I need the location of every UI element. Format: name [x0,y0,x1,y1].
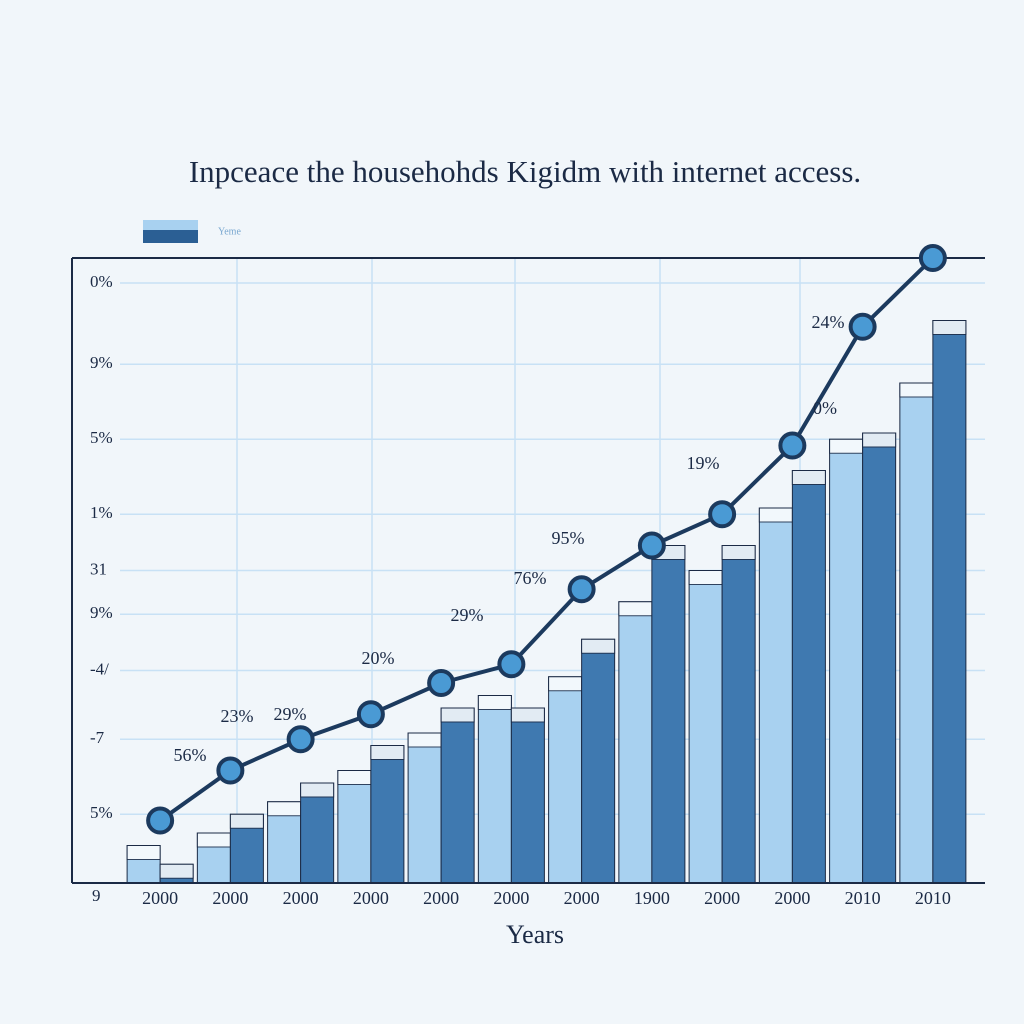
line-marker [286,725,315,754]
y-tick-label: -4/ [90,659,109,678]
bar-cap [159,863,194,879]
bar [932,320,967,884]
line-marker [146,806,175,835]
bar [791,470,826,884]
line-marker [778,431,807,460]
bar [829,438,864,884]
bar-cap [548,676,583,692]
x-tick-label: 2000 [423,888,459,908]
bar-cap [126,845,161,860]
bar [721,545,756,884]
annotation: 29% [451,605,484,625]
bar-cap [337,770,372,785]
y-tick-label: 1% [90,503,113,522]
line-marker [427,669,456,697]
bar [688,570,723,884]
bar-cap [229,813,264,829]
annotation: 95% [552,528,585,548]
x-tick-label: 2000 [142,888,178,908]
x-tick-label: 2000 [283,888,319,908]
y-tick-label: 0% [90,272,113,291]
legend-label: Yeme [218,226,241,237]
bar [899,382,934,884]
bar [407,732,442,884]
bar-cap [581,638,616,654]
bar-cap [300,782,335,798]
x-tick-label: 2000 [774,888,810,908]
legend-swatch [143,230,198,243]
x-tick-label: 2000 [704,888,740,908]
bar-cap [791,470,826,485]
bar-cap [899,382,934,398]
bar-cap [862,432,897,448]
bar [581,638,616,884]
line-marker [216,756,245,785]
bar [548,676,583,884]
bar [477,695,512,884]
annotation: 19% [687,453,720,473]
y-tick-label: 9% [90,603,113,622]
bar [862,432,897,884]
y-tick-label: 5% [90,803,113,822]
x-tick-label: 2010 [915,888,951,908]
x-tick-label: 2000 [564,888,600,908]
annotation: 56% [174,745,207,765]
x-tick-label: 2000 [212,888,248,908]
annotation: 0% [813,398,837,418]
legend-swatch [143,220,198,230]
bar-cap [477,695,512,710]
bar [370,745,405,884]
bar [337,770,372,884]
bar-cap [932,320,967,335]
annotation: 24% [812,312,845,332]
y-tick-label: 9 [92,886,101,905]
bar-cap [510,707,545,723]
line-marker [356,700,385,729]
line-marker [918,244,947,272]
y-tick-label: 5% [90,428,113,447]
bar-cap [688,570,723,585]
line-marker [848,312,877,341]
line-marker [497,650,526,679]
bar-cap [267,801,302,817]
bar [758,507,793,884]
bar [618,601,653,884]
bar-cap [370,745,405,760]
bar [510,707,545,884]
y-tick-label: 9% [90,353,113,372]
x-tick-label: 2010 [845,888,881,908]
line-marker [637,531,666,560]
bar-cap [196,832,231,848]
annotation: 29% [274,704,307,724]
x-tick-label: 1900 [634,888,670,908]
bar-cap [407,732,442,748]
x-tick-label: 2000 [493,888,529,908]
line-marker [708,500,737,529]
bar-cap [829,438,864,454]
y-tick-label: 31 [90,559,107,578]
x-tick-label: 2000 [353,888,389,908]
annotation: 23% [221,706,254,726]
line-marker [567,575,596,604]
bar-cap [758,507,793,523]
x-axis-label: Years [506,920,564,949]
bar [651,545,686,884]
bar [440,707,475,884]
annotation: 20% [362,648,395,668]
y-tick-label: -7 [90,728,105,747]
chart-title: Inpceace the househohds Kigidm with inte… [189,154,861,189]
bar-cap [721,545,756,560]
bar-cap [618,601,653,617]
annotation: 76% [514,568,547,588]
bar [300,782,335,884]
bar-cap [440,707,475,723]
